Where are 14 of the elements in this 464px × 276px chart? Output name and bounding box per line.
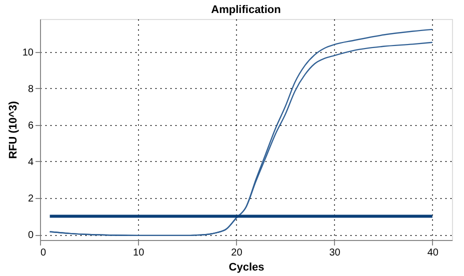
x-axis-title: Cycles [228, 262, 264, 274]
y-tick-label: 8 [28, 84, 34, 95]
y-tick-label: 2 [28, 193, 34, 204]
y-tick-label: 0 [28, 230, 34, 242]
x-tick-label: 30 [329, 248, 341, 258]
x-tick-label: 40 [427, 248, 439, 258]
y-tick-label: 4 [28, 156, 34, 168]
x-tick-label: 0 [40, 248, 46, 258]
y-tick-label: 6 [28, 120, 34, 132]
chart-title: Amplification [211, 4, 282, 16]
y-axis-title: RFU (10^3) [7, 100, 20, 159]
x-tick-label: 10 [133, 248, 145, 258]
x-tick-label: 20 [231, 248, 243, 258]
y-tick-label: 10 [22, 47, 34, 58]
